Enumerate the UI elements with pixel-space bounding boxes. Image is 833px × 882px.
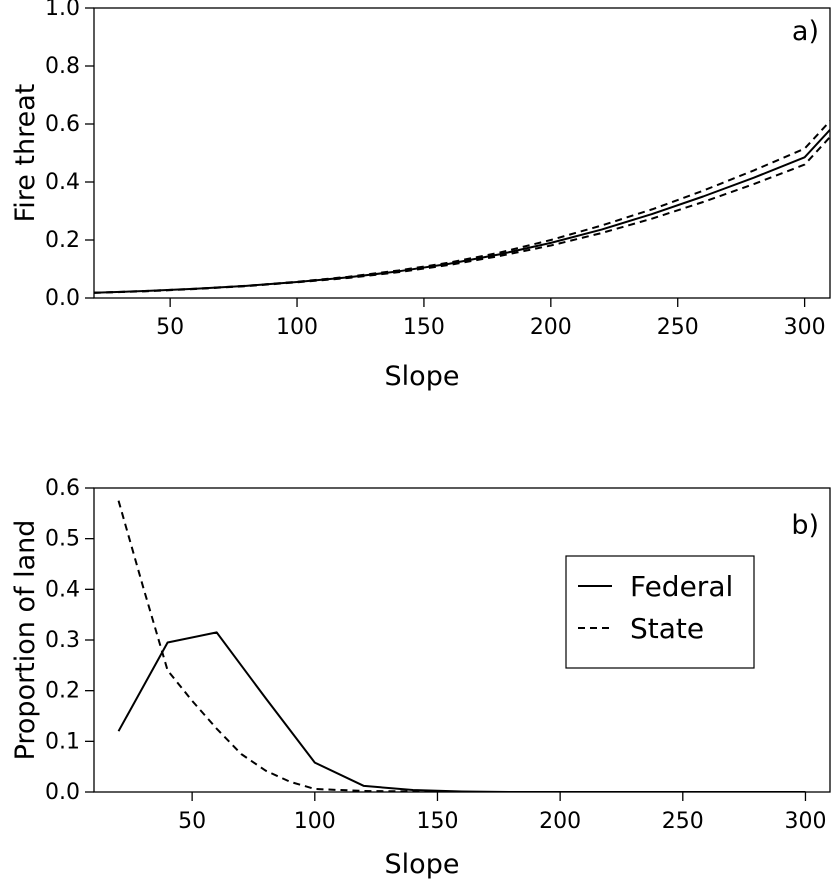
series-line-dashed-2 (94, 136, 830, 294)
y-tick-label: 0.6 (45, 112, 80, 137)
series-line-dashed-1 (94, 120, 830, 294)
panel-label: a) (792, 16, 819, 47)
y-tick-label: 0.2 (45, 679, 80, 704)
y-tick-label: 1.0 (45, 0, 80, 21)
legend-label-state: State (630, 612, 704, 645)
x-tick-label: 100 (276, 315, 318, 340)
y-tick-label: 0.1 (45, 729, 80, 754)
y-axis-title: Fire threat (10, 84, 41, 223)
x-tick-label: 300 (784, 315, 826, 340)
x-tick-label: 250 (657, 315, 699, 340)
y-tick-label: 0.2 (45, 228, 80, 253)
x-tick-label: 200 (539, 809, 581, 834)
legend-label-federal: Federal (630, 570, 733, 603)
y-tick-label: 0.0 (45, 780, 80, 805)
y-tick-label: 0.5 (45, 527, 80, 552)
y-tick-label: 0.6 (45, 476, 80, 501)
legend-box (565, 555, 755, 669)
panel-label: b) (791, 510, 819, 541)
x-axis-title: Slope (385, 849, 460, 880)
legend: Federal State (565, 555, 755, 669)
x-tick-label: 200 (530, 315, 572, 340)
x-tick-label: 150 (416, 809, 458, 834)
panel-b: 50 100 150 200 250 300 0.0 0.1 0.2 0.3 0.4 0.5 0.6 Sl… (10, 476, 831, 880)
y-tick-label: 0.3 (45, 628, 80, 653)
x-tick-label: 50 (156, 315, 184, 340)
y-tick-label: 0.0 (45, 286, 80, 311)
x-tick-label: 150 (403, 315, 445, 340)
series-line-solid-0 (94, 129, 830, 294)
y-axis-title: Proportion of land (10, 520, 41, 761)
panel-a: 50 100 150 200 250 300 0.0 0.2 0.4 0.6 0.8 1.0 Slope… (10, 0, 831, 392)
x-tick-label: 300 (784, 809, 826, 834)
x-tick-label: 250 (662, 809, 704, 834)
plot-frame (93, 7, 831, 299)
y-tick-label: 0.4 (45, 577, 80, 602)
x-axis-title: Slope (385, 361, 460, 392)
y-tick-label: 0.4 (45, 170, 80, 195)
y-tick-label: 0.8 (45, 54, 80, 79)
x-tick-label: 100 (294, 809, 336, 834)
x-tick-label: 50 (178, 809, 206, 834)
